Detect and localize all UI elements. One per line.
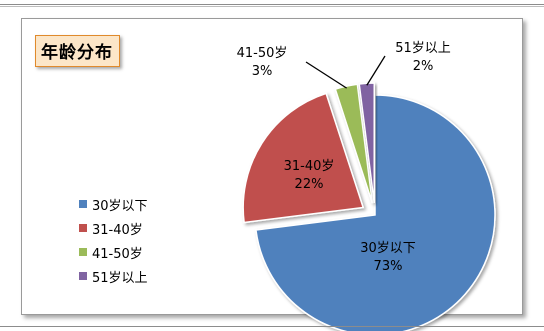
pie-slice-under-30 (255, 94, 496, 331)
top-rule-secondary (0, 6, 544, 7)
chart-legend: 30岁以下 31-40岁 41-50岁 51岁以上 (79, 192, 148, 288)
slice-label-percent-41-50: 3% (252, 64, 273, 79)
leader-line-41-50 (305, 61, 347, 89)
slice-label-percent-over-51: 2% (413, 59, 434, 74)
legend-label-31-40: 31-40岁 (92, 222, 143, 238)
legend-item-under-30: 30岁以下 (79, 192, 148, 216)
legend-swatch-31-40 (79, 224, 87, 232)
top-rule (0, 4, 544, 5)
chart-title: 年龄分布 (35, 35, 120, 67)
bottom-rule (0, 326, 544, 327)
leader-line-over-51 (366, 55, 386, 86)
legend-label-over-51: 51岁以上 (92, 270, 148, 286)
pie-slice-41-50 (334, 83, 374, 204)
legend-label-41-50: 41-50岁 (92, 246, 143, 262)
legend-item-31-40: 31-40岁 (79, 216, 148, 240)
slice-label-name-under-30: 30岁以下 (360, 241, 416, 256)
slice-label-percent-under-30: 73% (374, 259, 403, 274)
legend-item-41-50: 41-50岁 (79, 240, 148, 264)
pie-slice-over-51 (358, 82, 375, 204)
slice-label-name-41-50: 41-50岁 (237, 46, 288, 61)
slice-label-name-31-40: 31-40岁 (284, 159, 335, 174)
legend-label-under-30: 30岁以下 (92, 198, 148, 214)
legend-swatch-under-30 (79, 200, 87, 208)
legend-item-over-51: 51岁以上 (79, 264, 148, 288)
legend-swatch-over-51 (79, 272, 87, 280)
legend-swatch-41-50 (79, 248, 87, 256)
slice-label-percent-31-40: 22% (295, 177, 324, 192)
pie-slice-31-40 (242, 92, 365, 224)
slice-label-name-over-51: 51岁以上 (395, 41, 451, 56)
